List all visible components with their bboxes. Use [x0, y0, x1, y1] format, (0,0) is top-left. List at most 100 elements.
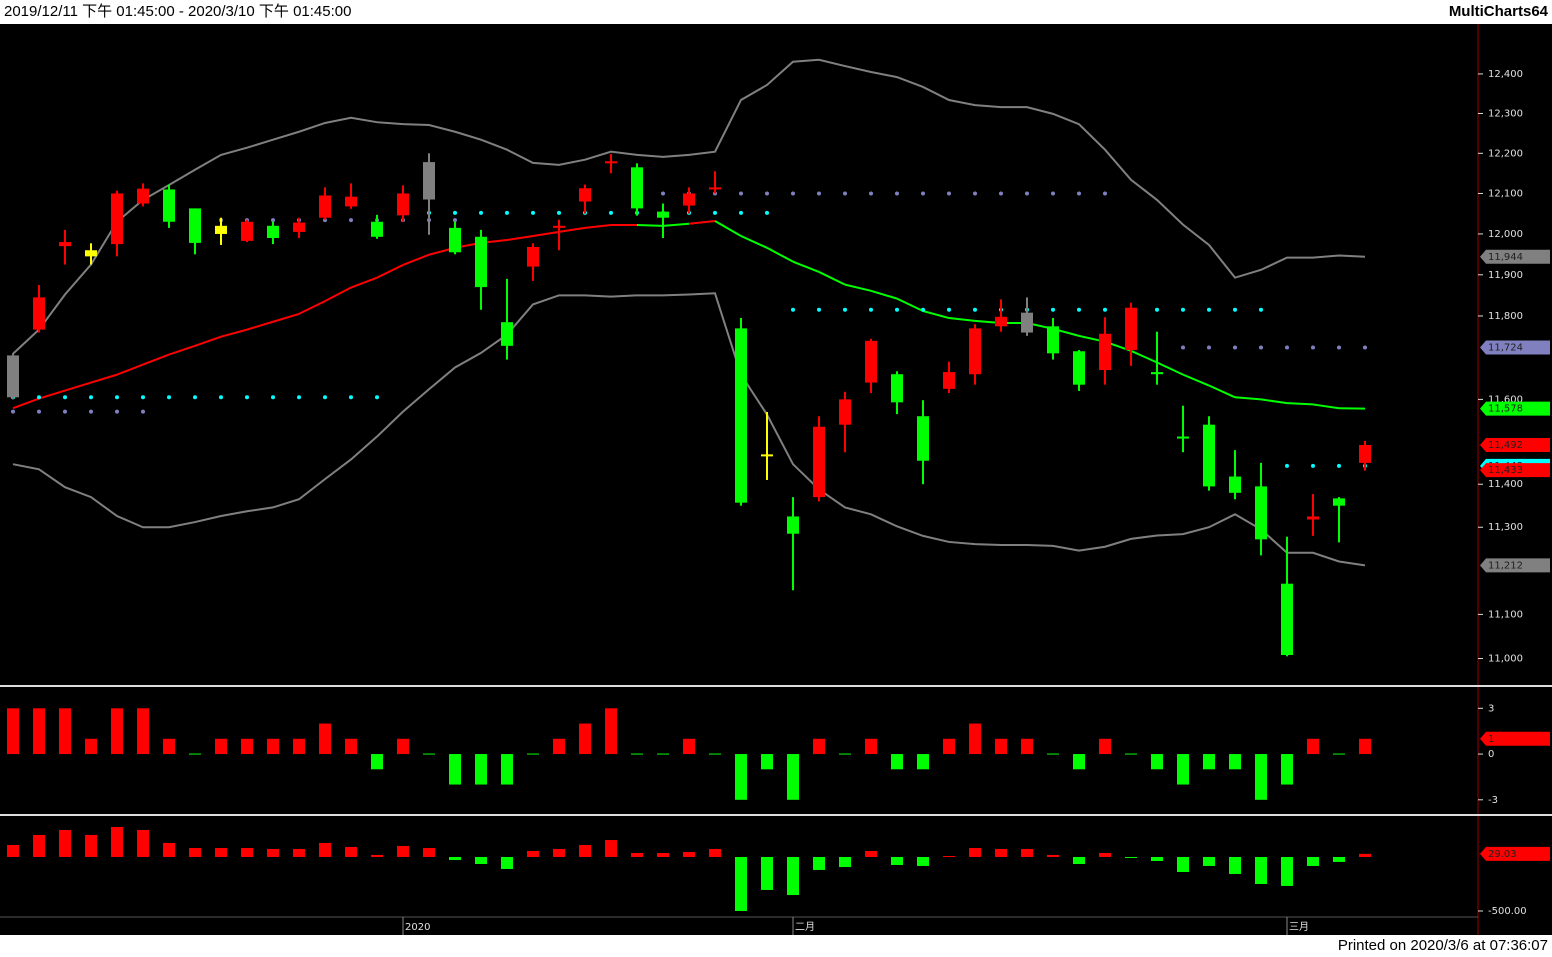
candle-body	[787, 516, 799, 534]
candle-body	[657, 211, 669, 218]
bar	[553, 849, 565, 857]
bar	[7, 708, 19, 755]
moving-average	[116, 363, 144, 376]
candle-body	[839, 399, 851, 425]
candle-body	[1229, 476, 1241, 493]
candle-body	[1021, 312, 1033, 333]
y-tick-label: 0	[1488, 749, 1494, 760]
candle-body	[1359, 445, 1371, 463]
bar	[1151, 754, 1163, 770]
bar	[189, 848, 201, 857]
bar	[449, 856, 461, 861]
candle-body	[7, 355, 19, 398]
candle-body	[293, 222, 305, 232]
bar	[1099, 852, 1111, 857]
bar	[371, 854, 383, 857]
bar	[995, 738, 1007, 755]
level-dot	[37, 395, 41, 400]
bar	[813, 856, 825, 870]
price-tag-label: 29.03	[1488, 849, 1517, 860]
candle-body	[85, 250, 97, 257]
bar	[85, 738, 97, 755]
price-tag-label: 11,492	[1488, 440, 1523, 451]
product-name: MultiCharts64	[1449, 3, 1549, 20]
y-tick-label: -500.00	[1488, 906, 1527, 917]
moving-average	[688, 219, 716, 225]
price-tag-label: 11,578	[1488, 404, 1523, 415]
level-dot	[1103, 307, 1107, 312]
bar	[449, 754, 461, 785]
bar	[605, 708, 617, 755]
bar	[137, 708, 149, 755]
candle-body	[1125, 307, 1137, 350]
price-tag	[1480, 340, 1550, 355]
moving-average	[532, 230, 560, 237]
level-dot	[739, 191, 743, 196]
level-dot	[1311, 345, 1315, 350]
bar	[1151, 856, 1163, 861]
candle-body	[215, 225, 227, 234]
bar	[1359, 853, 1371, 857]
moving-average	[714, 220, 742, 237]
candle-body	[189, 208, 201, 243]
bar	[371, 754, 383, 770]
candle-body	[943, 372, 955, 389]
candle-body	[527, 246, 539, 267]
level-dot	[713, 210, 717, 215]
bar	[1203, 856, 1215, 866]
level-dot	[895, 191, 899, 196]
candle-body	[1177, 436, 1189, 439]
moving-average	[792, 260, 820, 273]
level-dot	[973, 191, 977, 196]
candle-body	[1203, 424, 1215, 487]
bar	[1021, 738, 1033, 755]
moving-average	[740, 235, 768, 249]
level-dot	[531, 210, 535, 215]
level-dot	[895, 307, 899, 312]
bar	[683, 852, 695, 857]
bar	[1073, 754, 1085, 770]
bar	[1021, 849, 1033, 857]
bar	[59, 829, 71, 857]
level-dot	[349, 395, 353, 400]
candle-body	[813, 426, 825, 498]
moving-average	[90, 373, 118, 384]
level-dot	[141, 409, 145, 414]
level-dot	[115, 409, 119, 414]
bar	[943, 856, 955, 857]
level-dot	[1181, 307, 1185, 312]
bollinger-band	[12, 292, 1366, 567]
candle-body	[501, 322, 513, 346]
bar	[761, 856, 773, 890]
bar	[33, 834, 45, 857]
bar	[761, 754, 773, 770]
bar	[813, 738, 825, 755]
level-dot	[1181, 345, 1185, 350]
bar	[735, 754, 747, 800]
bar	[397, 845, 409, 857]
level-dot	[89, 395, 93, 400]
candle-body	[865, 340, 877, 383]
bar	[137, 829, 149, 857]
level-dot	[1155, 307, 1159, 312]
level-dot	[765, 210, 769, 215]
candle-body	[423, 162, 435, 200]
level-dot	[765, 191, 769, 196]
level-dot	[453, 218, 457, 223]
bar	[111, 708, 123, 755]
bar	[319, 723, 331, 755]
bar	[995, 849, 1007, 857]
y-tick-label: 11,300	[1488, 522, 1523, 533]
level-dot	[973, 307, 977, 312]
bar	[605, 840, 617, 857]
bar	[1333, 856, 1345, 862]
candle-body	[241, 221, 253, 241]
candle-body	[1281, 583, 1293, 655]
moving-average	[1286, 402, 1314, 406]
bar	[787, 856, 799, 896]
level-dot	[323, 395, 327, 400]
candle-body	[553, 225, 565, 228]
level-dot	[843, 191, 847, 196]
bar	[917, 856, 929, 866]
moving-average	[298, 300, 326, 315]
